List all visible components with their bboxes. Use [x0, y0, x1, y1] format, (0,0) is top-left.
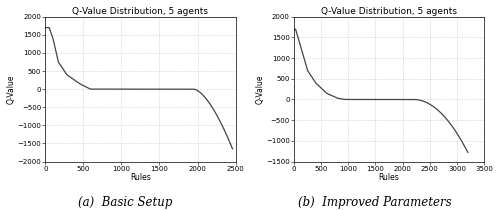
Title: Q-Value Distribution, 5 agents: Q-Value Distribution, 5 agents: [72, 7, 208, 16]
X-axis label: Rules: Rules: [130, 173, 151, 182]
Y-axis label: Q-Value: Q-Value: [7, 74, 16, 104]
X-axis label: Rules: Rules: [378, 173, 400, 182]
Y-axis label: Q-Value: Q-Value: [256, 74, 264, 104]
Title: Q-Value Distribution, 5 agents: Q-Value Distribution, 5 agents: [321, 7, 457, 16]
Text: (b)  Improved Parameters: (b) Improved Parameters: [298, 196, 452, 209]
Text: (a)  Basic Setup: (a) Basic Setup: [78, 196, 172, 209]
